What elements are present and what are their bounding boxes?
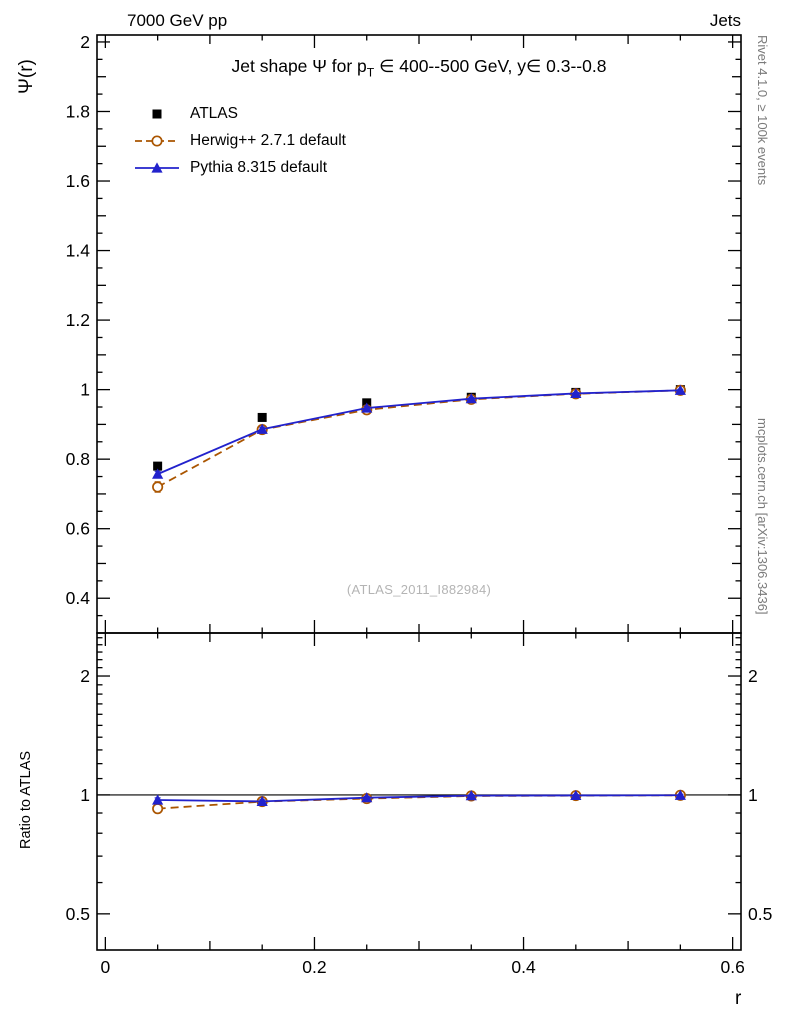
legend-label-atlas: ATLAS [190, 104, 238, 122]
svg-text:0.6: 0.6 [66, 519, 90, 539]
plot-title-subscript: T [366, 65, 375, 80]
svg-text:0.5: 0.5 [748, 904, 772, 924]
herwig-circle-marker-icon [135, 134, 179, 147]
svg-text:0.4: 0.4 [66, 588, 91, 608]
svg-text:2: 2 [80, 32, 90, 52]
svg-text:2: 2 [80, 666, 90, 686]
legend-item-herwig: Herwig++ 2.7.1 default [133, 128, 346, 153]
beam-energy-label: 7000 GeV pp [127, 11, 228, 30]
svg-text:0: 0 [100, 957, 110, 977]
svg-text:1.2: 1.2 [66, 310, 90, 330]
svg-text:1.8: 1.8 [66, 101, 90, 121]
svg-text:1: 1 [80, 380, 90, 400]
svg-text:0.5: 0.5 [66, 904, 90, 924]
legend-item-atlas: ATLAS [133, 101, 346, 126]
rivet-version-note: Rivet 4.1.0, ≥ 100k events [755, 35, 770, 186]
svg-text:1.4: 1.4 [66, 241, 91, 261]
plot-title-pre: Jet shape Ψ for p [231, 56, 367, 76]
x-axis-label: r [735, 988, 742, 1009]
y-axis-label-ratio: Ratio to ATLAS [18, 750, 34, 849]
plot-title-post: ∈ 400--500 GeV, y∈ 0.3--0.8 [374, 56, 607, 76]
svg-text:1: 1 [748, 785, 758, 805]
svg-text:1: 1 [80, 785, 90, 805]
legend: ATLAS Herwig++ 2.7.1 default Pythia 8.31… [133, 101, 346, 180]
analysis-id-watermark: (ATLAS_2011_I882984) [346, 582, 492, 597]
y-axis-label-main: Ψ(r) [16, 59, 37, 94]
plot-title: Jet shape Ψ for pT ∈ 400--500 GeV, y∈ 0.… [97, 56, 741, 80]
svg-text:0.6: 0.6 [720, 957, 744, 977]
pythia-triangle-marker-icon [135, 161, 179, 173]
svg-text:0.4: 0.4 [511, 957, 536, 977]
svg-text:0.8: 0.8 [66, 449, 90, 469]
svg-text:2: 2 [748, 666, 758, 686]
svg-text:0.2: 0.2 [302, 957, 326, 977]
atlas-square-marker-icon [152, 109, 162, 118]
legend-item-pythia: Pythia 8.315 default [133, 155, 346, 180]
legend-label-pythia: Pythia 8.315 default [190, 158, 328, 176]
svg-text:1.6: 1.6 [66, 171, 90, 191]
mcplots-citation-note: mcplots.cern.ch [arXiv:1306.3436] [755, 418, 770, 615]
analysis-group-label: Jets [709, 11, 741, 30]
legend-label-herwig: Herwig++ 2.7.1 default [190, 131, 346, 149]
